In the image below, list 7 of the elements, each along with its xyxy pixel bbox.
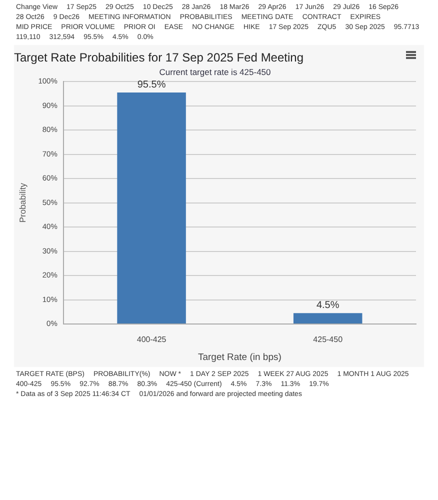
- x-axis-title: Target Rate (in bps): [198, 352, 282, 363]
- chart-title: Target Rate Probabilities for 17 Sep 2025 Fed Meeting: [14, 50, 304, 65]
- data-label: 4.5%: [316, 300, 340, 311]
- x-tick-label: 425-450: [313, 335, 344, 344]
- data-label: 95.5%: [137, 79, 166, 90]
- y-axis-title: Probability: [17, 182, 28, 223]
- chart-subtitle: Current target rate is 425-450: [159, 66, 272, 77]
